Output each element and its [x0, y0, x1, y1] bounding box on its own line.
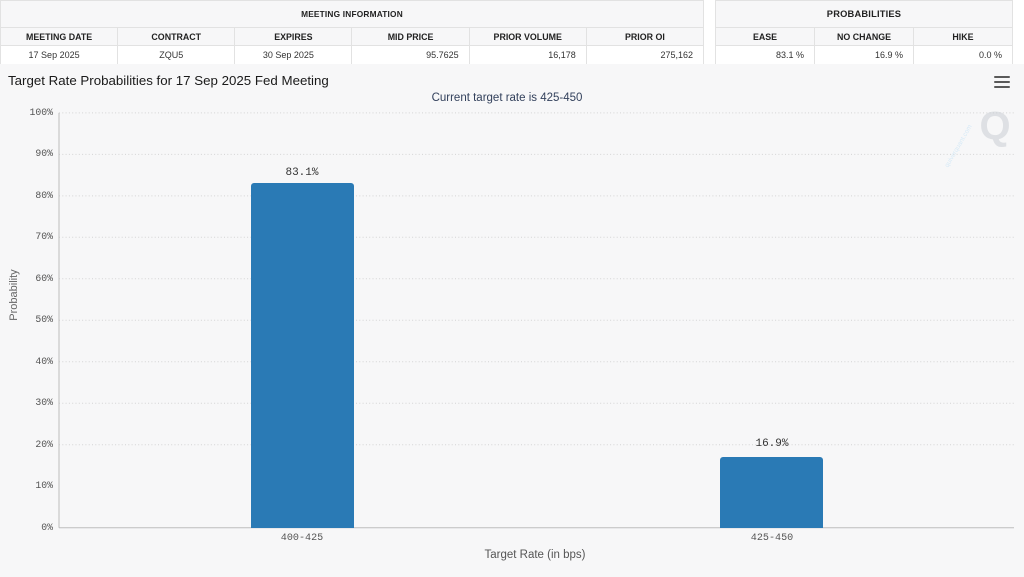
svg-text:quiverquant.com: quiverquant.com: [944, 124, 974, 169]
svg-text:Q: Q: [979, 104, 1010, 148]
